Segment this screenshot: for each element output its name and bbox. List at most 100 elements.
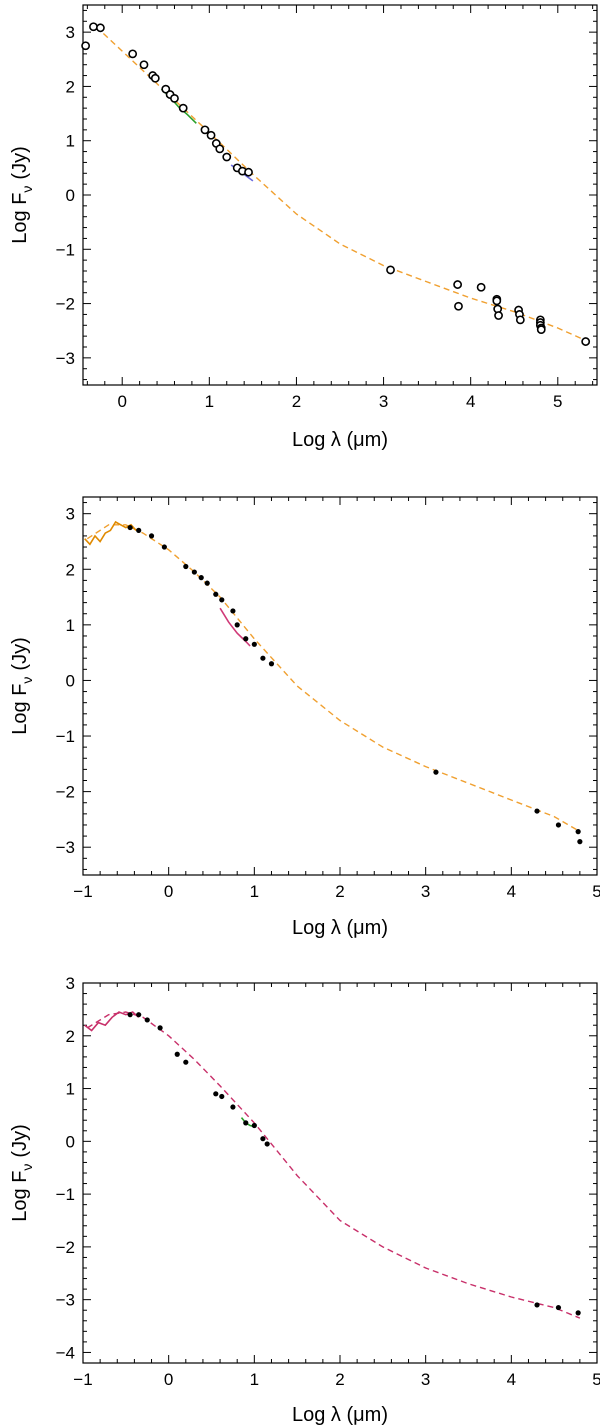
y-tick-label: 1 — [66, 132, 75, 151]
data-point — [174, 1051, 180, 1057]
data-point — [492, 296, 502, 306]
x-tick-label: 4 — [507, 882, 516, 901]
data-point — [157, 1025, 163, 1031]
data-point — [433, 769, 439, 775]
model-series-line — [86, 1011, 581, 1319]
data-point — [454, 301, 463, 311]
y-axis-label: Log Fν(Jy) — [9, 637, 35, 734]
data-point — [230, 1104, 236, 1110]
x-axis-label: Log λ (μm) — [292, 429, 388, 451]
panel-3: Log λ (μm) Log Fν(Jy) −1 0 1 2 3 4 5 −4 −3 −2 −1 0 1… — [9, 974, 600, 1426]
y-tick-label: 0 — [66, 671, 75, 690]
data-point — [577, 839, 583, 845]
data-point — [260, 1136, 266, 1142]
data-point — [219, 597, 225, 603]
x-tick-label: 5 — [592, 1370, 600, 1389]
x-tick-label: 1 — [205, 392, 214, 411]
x-tick-label: 4 — [466, 392, 475, 411]
data-point — [191, 569, 197, 575]
data-point — [222, 152, 232, 162]
y-tick-label: −4 — [56, 1343, 75, 1362]
data-point — [251, 641, 257, 647]
data-point — [198, 575, 204, 581]
data-point — [136, 1012, 142, 1018]
data-point — [534, 808, 540, 814]
x-tick-label: 2 — [335, 1370, 344, 1389]
data-point — [206, 130, 216, 140]
data-point — [230, 608, 236, 614]
data-point — [96, 23, 105, 33]
data-point — [127, 524, 133, 531]
y-tick-label: −3 — [56, 838, 75, 857]
data-point — [215, 144, 225, 154]
data-point — [244, 167, 253, 177]
data-point — [178, 103, 188, 113]
data-point — [161, 544, 167, 550]
y-tick-label: −3 — [56, 349, 75, 368]
data-point — [127, 1012, 133, 1018]
y-tick-label: 1 — [66, 1080, 75, 1099]
data-point — [243, 636, 249, 642]
x-tick-label: 4 — [507, 1370, 516, 1389]
data-point — [534, 1302, 540, 1308]
data-point — [213, 591, 219, 597]
y-tick-label: 3 — [66, 505, 75, 524]
data-point — [89, 22, 98, 32]
data-point — [386, 265, 395, 275]
y-tick-label: −2 — [56, 783, 75, 802]
x-axis-label: Log λ (μm) — [292, 1404, 388, 1426]
spectrum-ir-series-line — [219, 607, 251, 647]
data-point — [183, 563, 189, 570]
data-point — [581, 337, 591, 346]
data-point — [251, 1122, 257, 1129]
x-axis-label: Log λ (μm) — [292, 917, 388, 939]
x-tick-label: −1 — [73, 882, 92, 901]
data-point — [170, 93, 179, 103]
plot-frame — [82, 4, 598, 386]
x-tick-label: 3 — [421, 882, 430, 901]
x-tick-label: 5 — [592, 882, 600, 901]
data-point — [139, 60, 149, 70]
data-point — [575, 829, 581, 835]
model-series-line — [95, 26, 589, 343]
plot-frame — [82, 982, 598, 1364]
data-point — [150, 73, 160, 83]
data-point — [234, 622, 240, 628]
data-point — [575, 1310, 581, 1316]
x-tick-label: 1 — [250, 1370, 259, 1389]
data-point — [136, 527, 142, 533]
y-tick-label: −2 — [56, 1238, 75, 1257]
data-point — [555, 822, 562, 828]
panel-2: Log λ (μm) Log Fν(Jy) −1 0 1 2 3 4 5 −3 −2 −1 0 1 2 3 — [9, 496, 600, 939]
y-tick-label: −1 — [56, 240, 75, 259]
y-tick-label: −2 — [56, 295, 75, 314]
data-point — [161, 84, 171, 94]
y-tick-label: 1 — [66, 616, 75, 635]
data-point — [204, 580, 210, 586]
y-tick-label: −3 — [56, 1291, 75, 1310]
spectrum-uv-series-line — [84, 520, 137, 546]
data-point — [515, 315, 525, 325]
y-tick-label: −1 — [56, 1185, 75, 1204]
data-point — [268, 661, 275, 667]
y-axis-label: Log Fν(Jy) — [9, 1124, 35, 1221]
data-point — [81, 41, 91, 51]
y-tick-label: 2 — [66, 77, 75, 96]
y-tick-label: 0 — [66, 186, 75, 205]
data-point — [453, 280, 463, 289]
y-axis-label: Log Fν(Jy) — [9, 146, 35, 243]
data-point — [260, 655, 266, 661]
plot-frame — [82, 496, 598, 876]
y-tick-label: 3 — [66, 23, 75, 42]
data-point — [200, 125, 210, 135]
x-tick-label: 0 — [117, 392, 126, 411]
y-tick-label: 0 — [66, 1132, 75, 1151]
x-tick-label: 1 — [250, 882, 259, 901]
y-tick-label: 2 — [66, 560, 75, 579]
model-series-line — [86, 524, 581, 833]
x-tick-label: 2 — [292, 392, 301, 411]
x-tick-label: −1 — [73, 1370, 92, 1389]
data-point — [494, 311, 503, 320]
data-point — [555, 1304, 562, 1311]
